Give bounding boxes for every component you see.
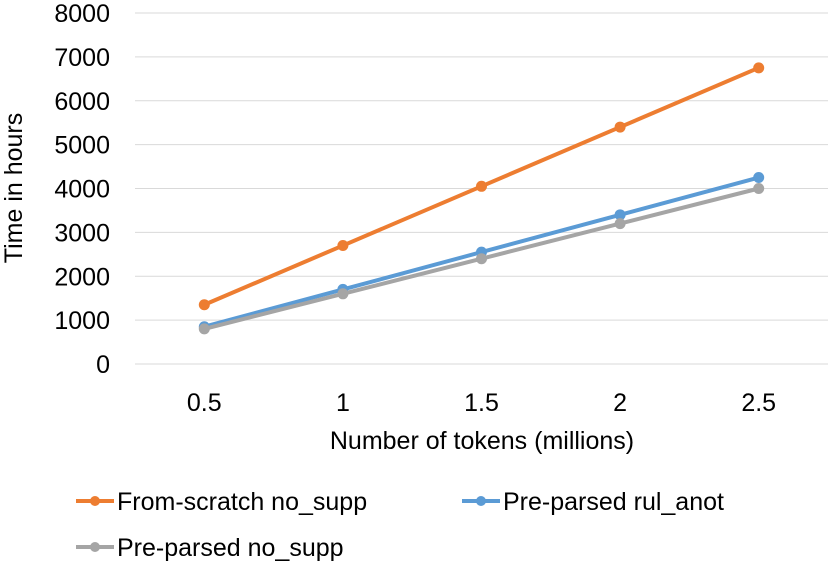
legend-marker	[476, 496, 486, 506]
legend-label: Pre-parsed no_supp	[117, 534, 344, 562]
y-axis-tick-labels: 0 1000 2000 3000 4000 5000 6000 7000 8000	[54, 0, 110, 379]
y-tick-label: 1000	[54, 307, 110, 335]
x-tick-label: 1.5	[464, 389, 499, 417]
x-tick-label: 0.5	[187, 389, 222, 417]
series-0	[198, 62, 765, 311]
y-tick-label: 5000	[54, 132, 110, 160]
data-point	[337, 240, 349, 252]
data-point	[198, 323, 210, 335]
y-tick-label: 4000	[54, 176, 110, 204]
legend-label: Pre-parsed rul_anot	[503, 488, 724, 516]
x-tick-label: 2	[613, 389, 627, 417]
legend-marker	[90, 496, 100, 506]
data-point	[198, 299, 210, 311]
data-point	[614, 209, 626, 221]
y-tick-label: 2000	[54, 263, 110, 291]
y-axis-title: Time in hours	[0, 113, 28, 264]
data-point	[753, 172, 765, 184]
data-point	[753, 183, 765, 194]
x-tick-label: 2.5	[741, 389, 776, 417]
legend: From-scratch no_supp Pre-parsed rul_anot…	[76, 488, 724, 562]
data-point	[614, 121, 626, 133]
legend-item-pre-parsed-rul-anot: Pre-parsed rul_anot	[462, 488, 724, 516]
y-tick-label: 7000	[54, 44, 110, 72]
data-series	[198, 62, 765, 335]
data-point	[337, 288, 349, 300]
legend-label: From-scratch no_supp	[117, 488, 367, 516]
series-2	[198, 183, 765, 335]
x-tick-label: 1	[336, 389, 350, 417]
legend-item-pre-parsed-no-supp: Pre-parsed no_supp	[76, 534, 344, 562]
y-tick-label: 0	[96, 351, 110, 379]
legend-item-from-scratch-no-supp: From-scratch no_supp	[76, 488, 367, 516]
data-point	[476, 253, 487, 265]
data-point	[753, 62, 765, 74]
y-tick-label: 3000	[54, 219, 110, 247]
data-point	[476, 180, 487, 192]
legend-marker	[90, 542, 100, 552]
x-axis-title: Number of tokens (millions)	[330, 427, 634, 455]
y-tick-label: 6000	[54, 88, 110, 116]
x-axis-tick-labels: 0.5 1 1.5 2 2.5	[187, 389, 776, 417]
data-point	[614, 218, 626, 230]
y-tick-label: 8000	[54, 0, 110, 28]
